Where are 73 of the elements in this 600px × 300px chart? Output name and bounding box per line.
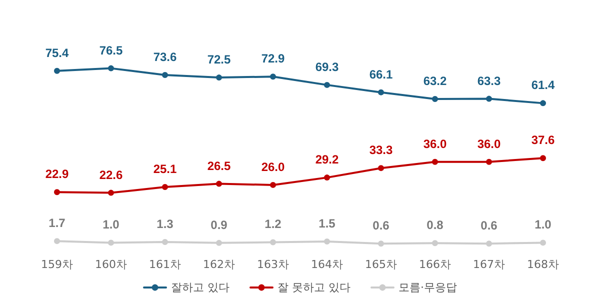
data-label: 22.9 <box>45 167 69 182</box>
x-tick-label: 164차 <box>311 258 343 271</box>
data-label: 72.9 <box>261 52 285 66</box>
point <box>486 96 492 102</box>
legend-label: 잘 못하고 있다 <box>278 281 351 294</box>
data-label: 73.6 <box>153 50 177 64</box>
x-tick-label: 165차 <box>365 258 397 271</box>
point <box>432 240 438 246</box>
data-label: 0.6 <box>372 218 390 233</box>
point <box>540 100 546 106</box>
data-label: 72.5 <box>207 52 231 67</box>
point <box>378 89 384 96</box>
x-tick-label: 168차 <box>527 258 559 271</box>
point <box>216 240 222 246</box>
point <box>270 239 276 246</box>
data-label: 66.1 <box>369 67 393 82</box>
data-label: 69.3 <box>315 60 339 74</box>
point <box>162 72 168 78</box>
point <box>270 182 276 188</box>
point <box>216 180 222 187</box>
point <box>540 240 546 246</box>
data-label: 22.6 <box>99 168 123 182</box>
x-tick-label: 159차 <box>41 258 73 271</box>
x-tick-label: 162차 <box>203 258 235 271</box>
data-label: 0.9 <box>210 218 228 232</box>
point <box>486 158 492 165</box>
point <box>162 184 168 190</box>
data-label: 1.7 <box>48 216 66 230</box>
data-label: 25.1 <box>153 162 177 176</box>
point <box>108 190 114 196</box>
x-tick-label: 163차 <box>257 258 289 271</box>
data-label: 1.5 <box>318 216 336 231</box>
point <box>270 74 276 80</box>
point <box>378 240 384 247</box>
point <box>432 158 438 165</box>
point <box>432 96 438 102</box>
data-label: 29.2 <box>315 152 339 167</box>
data-label: 1.0 <box>534 218 552 232</box>
data-label: 0.8 <box>426 218 444 232</box>
point <box>324 238 330 245</box>
point <box>216 74 222 81</box>
point <box>54 68 60 74</box>
point <box>324 82 330 88</box>
data-label: 61.4 <box>531 78 555 92</box>
x-tick-label: 166차 <box>419 258 451 271</box>
legend-label: 잘하고 있다 <box>171 281 230 294</box>
point <box>378 165 384 172</box>
data-label: 36.0 <box>477 136 501 151</box>
data-label: 63.2 <box>423 74 447 88</box>
data-label: 26.5 <box>207 158 231 173</box>
data-label: 76.5 <box>99 43 123 58</box>
data-label: 63.3 <box>477 74 501 88</box>
x-tick-label: 167차 <box>473 258 505 271</box>
data-label: 1.2 <box>264 217 282 232</box>
point <box>108 65 114 72</box>
data-label: 26.0 <box>261 160 285 174</box>
x-tick-label: 161차 <box>149 258 181 271</box>
legend-label: 모름·무응답 <box>398 281 457 294</box>
point <box>108 240 114 246</box>
point <box>54 238 60 244</box>
data-label: 1.0 <box>102 218 120 232</box>
point <box>162 239 168 245</box>
data-label: 37.6 <box>531 133 555 148</box>
data-label: 33.3 <box>369 143 393 158</box>
data-label: 36.0 <box>423 136 447 151</box>
data-label: 1.3 <box>156 216 174 231</box>
data-label: 75.4 <box>45 46 69 60</box>
point <box>486 240 492 247</box>
point <box>324 174 330 181</box>
point <box>540 155 546 162</box>
point <box>54 189 60 196</box>
data-label: 0.6 <box>480 218 498 233</box>
x-tick-label: 160차 <box>95 258 127 271</box>
